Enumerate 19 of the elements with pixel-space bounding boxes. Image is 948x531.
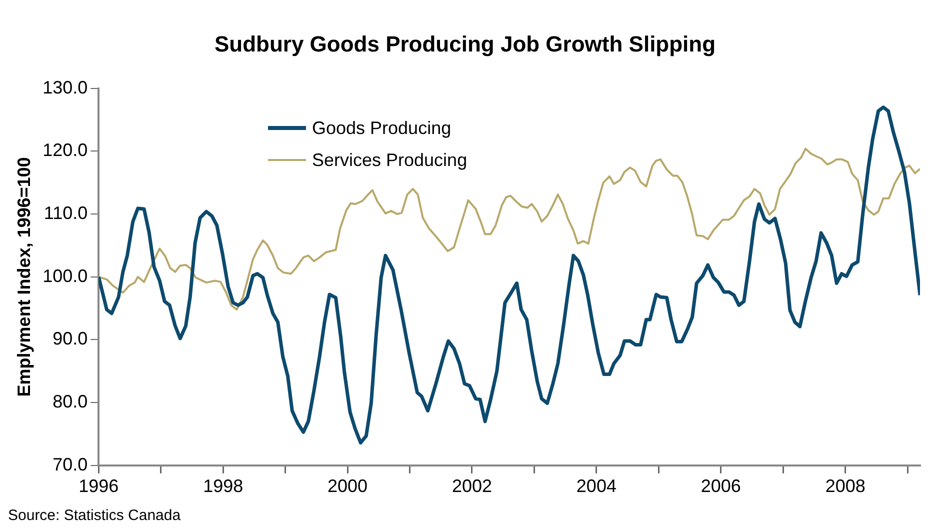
y-tick-label: 90.0 <box>52 328 88 349</box>
y-axis-title: Emplyment Index, 1996=100 <box>14 157 34 397</box>
x-tick-label: 2004 <box>576 476 616 496</box>
x-tick-label: 2002 <box>452 476 492 496</box>
x-tick-label: 2000 <box>328 476 368 496</box>
y-tick-label: 100.0 <box>42 266 88 286</box>
x-tick-label: 1998 <box>203 476 244 496</box>
y-tick-label: 110.0 <box>44 203 88 224</box>
y-tick-label: 80.0 <box>52 392 88 412</box>
y-tick-label: 130.0 <box>42 77 88 98</box>
y-tick-label: 70.0 <box>52 454 88 474</box>
x-tick-label: 2006 <box>700 476 741 496</box>
legend-label: Goods Producing <box>312 118 452 138</box>
y-tick-label: 120.0 <box>42 140 88 160</box>
x-tick-label: 2008 <box>825 476 866 496</box>
legend-label: Services Producing <box>312 150 468 170</box>
x-tick-label: 1996 <box>78 476 119 496</box>
source-note: Source: Statistics Canada <box>8 507 181 524</box>
chart-title: Sudbury Goods Producing Job Growth Slipping <box>214 31 716 56</box>
